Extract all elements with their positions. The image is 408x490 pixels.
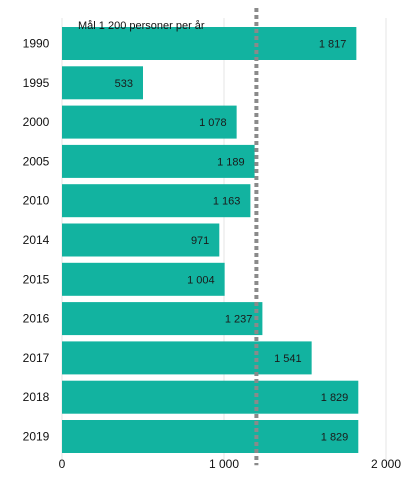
category-label-2019: 2019 xyxy=(23,430,50,444)
value-label-2005: 1 189 xyxy=(217,156,245,168)
bar-2018 xyxy=(62,380,359,414)
x-tick-label-0: 0 xyxy=(59,457,66,471)
x-tick-label-1: 1 000 xyxy=(209,457,239,471)
category-label-2010: 2010 xyxy=(23,194,50,208)
category-label-2017: 2017 xyxy=(23,351,50,365)
bars xyxy=(62,27,359,453)
category-label-2016: 2016 xyxy=(23,312,50,326)
value-label-2018: 1 829 xyxy=(321,392,349,404)
category-label-2005: 2005 xyxy=(23,154,50,168)
value-label-2019: 1 829 xyxy=(321,432,349,444)
x-tick-label-2: 2 000 xyxy=(371,457,401,471)
value-label-2015: 1 004 xyxy=(187,274,215,286)
category-label-1995: 1995 xyxy=(23,76,50,90)
value-label-2014: 971 xyxy=(191,235,209,247)
labels: 1990 1 817 1995 533 2000 1 078 2005 1 189 2010 1 … xyxy=(23,37,349,444)
value-label-2000: 1 078 xyxy=(199,117,227,129)
category-label-2015: 2015 xyxy=(23,272,50,286)
value-label-2016: 1 237 xyxy=(225,314,253,326)
x-axis: 0 1 000 2 000 xyxy=(59,457,402,471)
value-label-2017: 1 541 xyxy=(274,353,302,365)
category-label-2014: 2014 xyxy=(23,233,50,247)
target-line-group: Mål 1 200 personer per år xyxy=(78,8,259,466)
bar-1990 xyxy=(62,27,357,60)
bar-2005 xyxy=(62,144,255,178)
value-label-1990: 1 817 xyxy=(319,39,347,51)
bar-2019 xyxy=(62,420,359,453)
bar-2016 xyxy=(62,302,263,336)
value-label-2010: 1 163 xyxy=(213,196,241,208)
bar-1995 xyxy=(62,66,143,100)
bar-2015 xyxy=(62,262,225,296)
value-label-1995: 533 xyxy=(115,78,133,90)
target-label: Mål 1 200 personer per år xyxy=(78,20,205,32)
category-label-2018: 2018 xyxy=(23,390,50,404)
bar-2014 xyxy=(62,223,220,257)
bar-2017 xyxy=(62,341,312,375)
category-label-1990: 1990 xyxy=(23,37,50,51)
bar-2000 xyxy=(62,105,237,139)
bar-2010 xyxy=(62,184,251,218)
category-label-2000: 2000 xyxy=(23,115,50,129)
